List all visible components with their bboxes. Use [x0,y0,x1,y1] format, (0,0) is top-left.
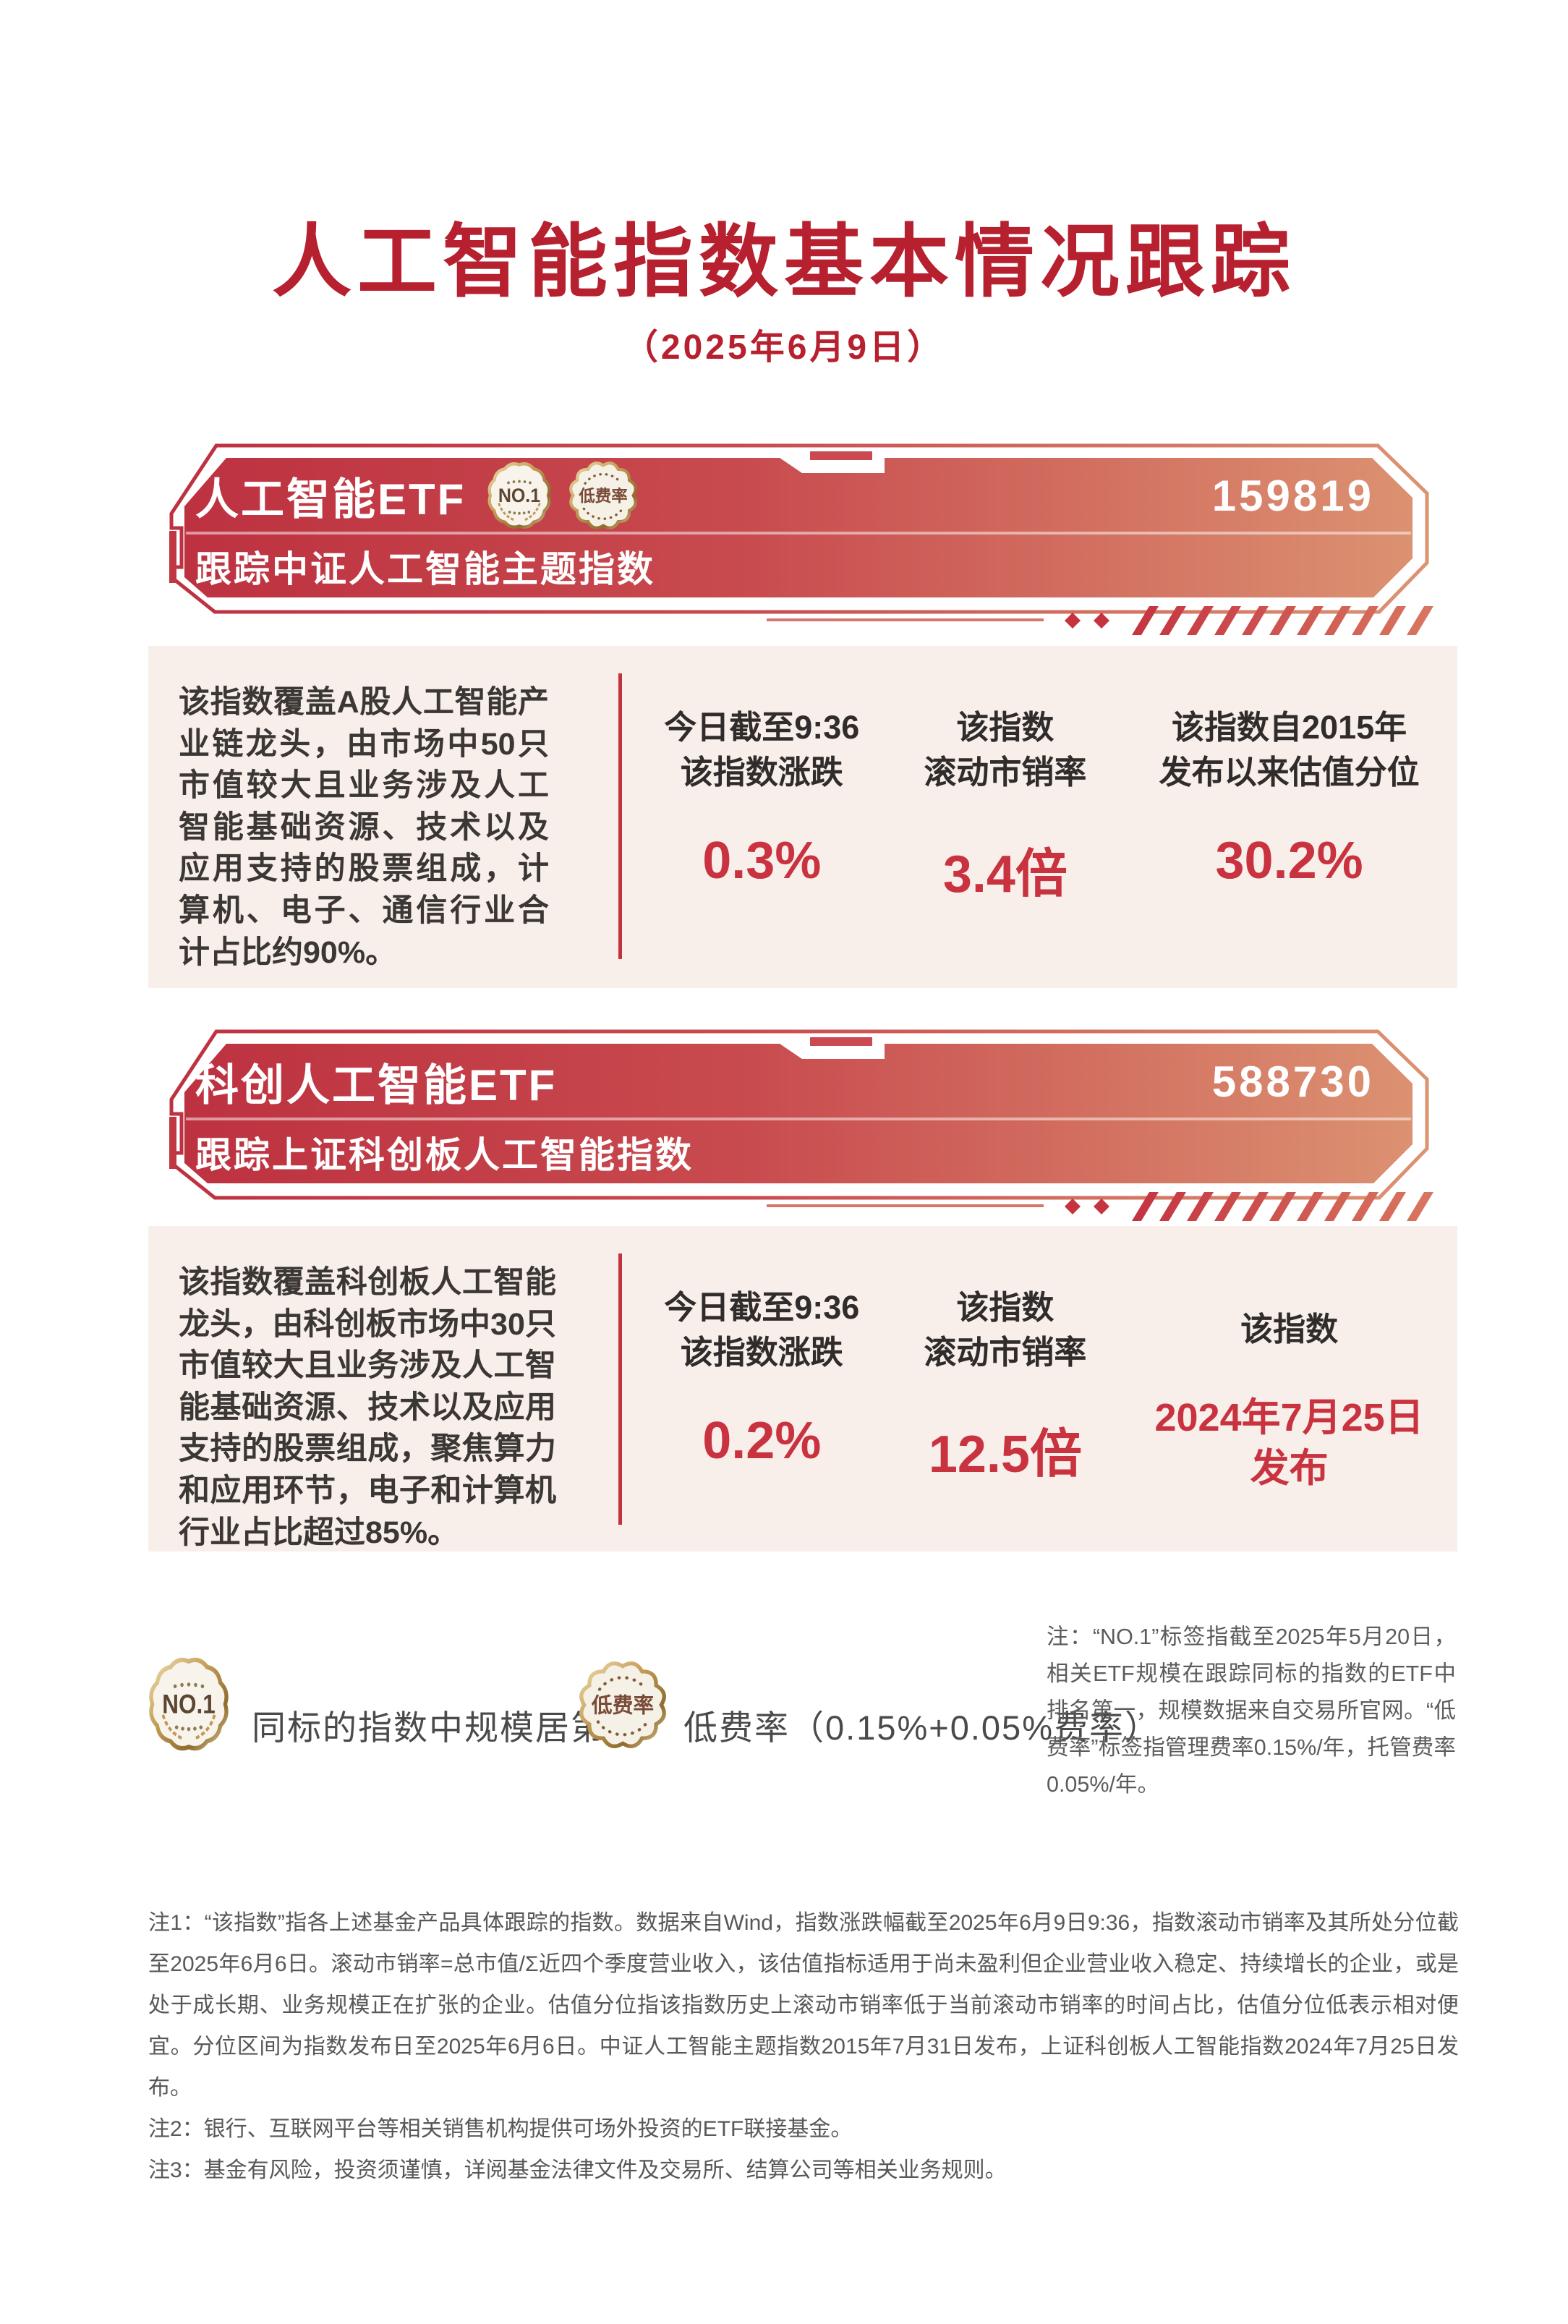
vertical-divider [618,1253,622,1525]
stat-label-line1: 今日截至9:36 [664,1289,860,1326]
stat-value: 0.3% [702,832,822,890]
fund-1-description: 该指数覆盖A股人工智能产业链龙头，由市场中50只市值较大且业务涉及人工智能基础资… [179,685,549,970]
footnote-1: 注1：“该指数”指各上述基金产品具体跟踪的指数。数据来自Wind，指数涨跌幅截至… [148,1911,1459,2100]
fund-2-description: 该指数覆盖科创板人工智能龙头，由科创板市场中30只市值较大且业务涉及人工智能基础… [179,1265,556,1550]
fund-1-stats: 今日截至9:36 该指数涨跌 0.3% 该指数 滚动市销率 3.4倍 该指数自2… [640,646,1452,988]
stat-label: 今日截至9:36 该指数涨跌 [664,705,859,795]
card-2-fund-code: 588730 [1211,1057,1374,1106]
legend-no1-badge-icon: NO.1 [143,1651,234,1758]
stat-value: 12.5倍 [928,1426,1082,1484]
page-subtitle: （2025年6月9日） [623,328,945,367]
stat-label-line2: 该指数涨跌 [680,1334,843,1371]
stat-column: 今日截至9:36 该指数涨跌 0.3% [640,646,884,988]
stat-label-line1: 该指数 [1240,1311,1339,1348]
lowfee-badge-label: 低费率 [579,486,629,505]
card-1-title-row: 人工智能ETF NO.1 低费率 159819 [195,458,1414,533]
legend-note: 注：“NO.1”标签指截至2025年5月20日，相关ETF规模在跟踪同标的指数的… [1047,1625,1456,1797]
fund-2-stats: 今日截至9:36 该指数涨跌 0.2% 该指数 滚动市销率 12.5倍 该指数 … [640,1226,1452,1552]
stat-column: 该指数自2015年 发布以来估值分位 30.2% [1127,646,1452,988]
lowfee-badge-icon: 低费率 [567,459,639,532]
card-1-fund-code: 159819 [1211,471,1374,520]
legend-no1-text: 同标的指数中规模居第一 [252,1708,642,1747]
footnote-2: 注2：银行、互联网平台等相关销售机构提供可场外投资的ETF联接基金。 [148,2117,853,2141]
stat-label-line1: 该指数 [956,709,1054,746]
legend-lowfee-badge-label: 低费率 [591,1694,654,1718]
card-2-title-row: 科创人工智能ETF 588730 [195,1044,1414,1119]
no1-badge-icon: NO.1 [483,457,555,534]
stat-value-line1: 2024年7月25日 [1154,1396,1424,1440]
stat-label-line1: 今日截至9:36 [664,709,860,746]
vertical-divider [618,673,622,959]
no1-badge-label: NO.1 [498,485,540,506]
stat-column: 该指数 2024年7月25日 发布 [1127,1226,1452,1552]
stat-label-line2: 滚动市销率 [924,1334,1087,1371]
stat-value-line2: 发布 [1250,1447,1329,1491]
stat-label: 该指数 滚动市销率 [924,705,1086,795]
fund-2-info-panel: 该指数覆盖科创板人工智能龙头，由科创板市场中30只市值较大且业务涉及人工智能基础… [148,1226,1457,1552]
fund-1-info-panel: 该指数覆盖A股人工智能产业链龙头，由市场中50只市值较大且业务涉及人工智能基础资… [148,646,1457,988]
card-2-tracking-row: 跟踪上证科创板人工智能指数 [195,1121,694,1183]
stat-column: 今日截至9:36 该指数涨跌 0.2% [640,1226,884,1552]
stat-label: 该指数 [1240,1307,1338,1352]
stat-label: 今日截至9:36 该指数涨跌 [664,1285,859,1375]
stat-column: 该指数 滚动市销率 3.4倍 [884,646,1128,988]
stat-label: 该指数 滚动市销率 [924,1285,1086,1375]
card-2-tracking-index: 跟踪上证科创板人工智能指数 [195,1135,694,1175]
stat-column: 该指数 滚动市销率 12.5倍 [884,1226,1128,1552]
legend-lowfee-text: 低费率（0.15%+0.05%费率） [683,1708,1160,1747]
stat-value: 30.2% [1215,832,1363,890]
footnotes: 注1：“该指数”指各上述基金产品具体跟踪的指数。数据来自Wind，指数涨跌幅截至… [148,1902,1459,2191]
card-2-name: 科创人工智能ETF [195,1060,558,1110]
etf-card-1: 人工智能ETF NO.1 低费率 159819 跟踪中证人工智能主题指数 [134,434,1465,644]
page-title: 人工智能指数基本情况跟踪 [272,218,1296,307]
stat-label-line1: 该指数自2015年 [1172,709,1407,746]
stat-label: 该指数自2015年 发布以来估值分位 [1159,705,1420,795]
stat-value: 2024年7月25日 发布 [1154,1392,1423,1494]
legend-lowfee-badge-icon: 低费率 [574,1659,672,1751]
card-1-tracking-index: 跟踪中证人工智能主题指数 [195,549,655,589]
stat-label-line2: 滚动市销率 [924,754,1087,791]
footnote-3: 注3：基金有风险，投资须谨慎，详阅基金法律文件及交易所、结算公司等相关业务规则。 [148,2158,1007,2182]
stat-label-line2: 发布以来估值分位 [1159,754,1420,791]
stat-value: 0.2% [702,1412,822,1470]
stat-label-line2: 该指数涨跌 [680,754,843,791]
legend-no1-badge-label: NO.1 [162,1690,216,1719]
stat-label-line1: 该指数 [956,1289,1054,1326]
stat-value: 3.4倍 [942,846,1068,904]
card-1-tracking-row: 跟踪中证人工智能主题指数 [195,535,655,597]
card-1-name: 人工智能ETF [195,474,466,524]
etf-card-2: 科创人工智能ETF 588730 跟踪上证科创板人工智能指数 [134,1020,1465,1230]
